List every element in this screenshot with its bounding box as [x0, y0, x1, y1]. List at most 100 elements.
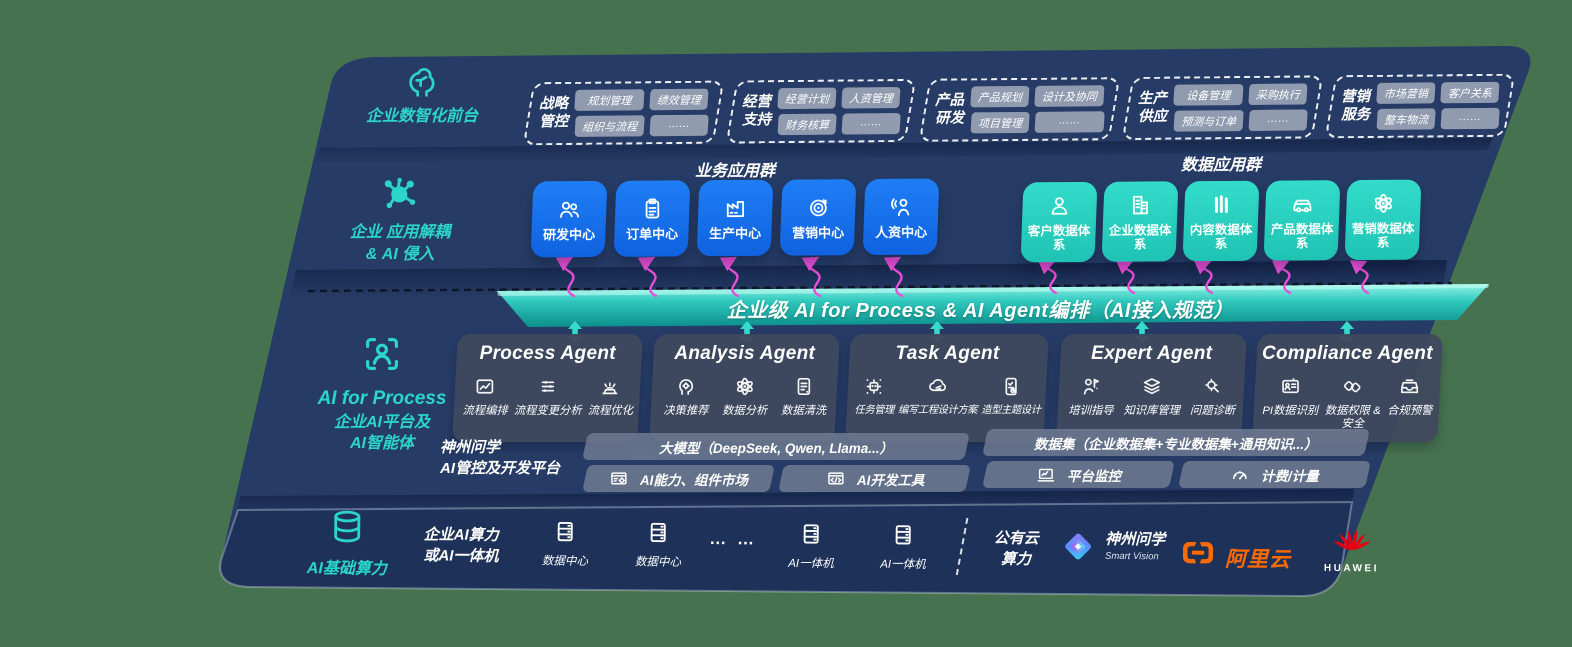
- agent-capability-label: 数据分析: [721, 405, 768, 417]
- front-domain-groups: 战略 管控 规划管理 绩效管理 组织与流程…… 经营 支持 经营计划 人资管理 财务核算…… 产…: [522, 73, 1516, 146]
- agent-capability-label: 数据清洗: [780, 405, 826, 417]
- vendor-name: HUAWEI: [1323, 562, 1379, 575]
- agent-capability-label: 流程变更分析: [513, 405, 582, 417]
- teach-icon: [1078, 374, 1103, 399]
- front-module-tag: 设备管理: [1172, 84, 1244, 106]
- app-box-label: 订单中心: [626, 226, 679, 242]
- agent-capability: PI数据识别: [1263, 374, 1318, 418]
- front-module-tag: ……: [1248, 109, 1308, 132]
- vendor-logo-阿里云: 阿里云: [1176, 537, 1291, 582]
- platform-bar: AI能力、组件市场: [582, 465, 775, 492]
- ellipsis-label: … …: [698, 529, 768, 550]
- agent-capability: 任务管理: [855, 374, 894, 417]
- infra-node-label: AI一体机: [788, 557, 834, 571]
- agent-title: Expert Agent: [1090, 343, 1212, 364]
- app-box: 企业数据体系: [1101, 181, 1179, 262]
- ai-band-subtitle: 企业AI平台及 AI智能体: [333, 414, 430, 452]
- front-domain-label: 经营 支持: [742, 94, 772, 128]
- platform-bar-label: AI开发工具: [856, 472, 924, 488]
- agent-capability: 造型主题设计: [982, 374, 1041, 417]
- agent-capability: 编写工程设计方案: [898, 374, 978, 417]
- front-domain-label: 生产 供应: [1137, 90, 1167, 125]
- ai-band-label: AI for Process 企业AI平台及 AI智能体: [292, 330, 472, 455]
- agent-card: Compliance Agent PI数据识别 数据权限 & 安全 合规预警: [1252, 334, 1443, 442]
- vendor-logo-HUAWEI: HUAWEI: [1323, 521, 1380, 575]
- agent-capability-label: 数据权限 & 安全: [1325, 405, 1381, 430]
- orchestration-bar: [497, 284, 1489, 327]
- infra-node: AI一体机: [868, 521, 938, 573]
- platform-bar-label: 平台监控: [1067, 468, 1122, 484]
- app-box: 研发中心: [530, 180, 608, 258]
- front-domain-label: 产品 研发: [934, 92, 964, 127]
- vendor-name: 神州问学: [1105, 531, 1166, 549]
- app-box-label: 生产中心: [709, 225, 762, 241]
- app-box: 内容数据体系: [1182, 180, 1260, 262]
- head-idea-icon: [673, 374, 698, 399]
- front-module-tag: 财务核算: [777, 113, 838, 136]
- agent-title: Task Agent: [895, 343, 1000, 364]
- platform-bar: AI开发工具: [777, 465, 970, 492]
- infra-node-label: 数据中心: [541, 555, 588, 568]
- app-box-label: 研发中心: [543, 226, 596, 243]
- agent-card: Expert Agent 培训指导 知识库管理 问题诊断: [1055, 334, 1247, 442]
- server-icon: [797, 520, 825, 548]
- app-box-label: 营销中心: [792, 224, 845, 241]
- front-module-tag: 规划管理: [574, 89, 645, 111]
- link-lock-icon: [1341, 374, 1366, 399]
- app-box: 产品数据体系: [1263, 180, 1341, 261]
- database-icon: [326, 505, 368, 552]
- front-module-tag: 客户关系: [1440, 81, 1500, 104]
- ai-band-title: AI for Process: [317, 388, 447, 409]
- front-domain-label: 战略 管控: [538, 96, 569, 130]
- agent-capability: 培训指导: [1068, 374, 1113, 418]
- front-module-tag: ……: [649, 114, 709, 137]
- monitor-icon: [1035, 464, 1057, 486]
- pink-arrows: [555, 256, 1370, 298]
- machine-icon: [598, 374, 623, 399]
- business-app-row: 研发中心 订单中心 生产中心 营销中心 人资中心: [530, 178, 940, 258]
- agent-capability: 数据分析: [722, 374, 767, 418]
- app-box: 订单中心: [613, 180, 691, 257]
- flow-chart-icon: [473, 374, 498, 399]
- infra-node: AI一体机: [776, 520, 846, 572]
- tablet-check-icon: [999, 374, 1024, 399]
- public-cloud-label: 公有云 算力: [993, 529, 1039, 569]
- ai-compute-label: AI基础算力: [282, 505, 413, 579]
- atom-icon: [732, 374, 757, 399]
- agent-capability: 知识库管理: [1123, 374, 1180, 418]
- front-module-tag: 市场营销: [1376, 82, 1436, 104]
- user-icon: [1045, 192, 1072, 219]
- agent-card: Task Agent 任务管理 编写工程设计方案 造型主题设计: [845, 334, 1050, 442]
- gauge-icon: [1229, 464, 1251, 486]
- person-frame-icon: [358, 330, 406, 378]
- platform-label: 神州问学 AI管控及开发平台: [440, 439, 561, 477]
- agent-capability: 数据清洗: [781, 374, 826, 418]
- layers-icon: [1139, 374, 1164, 399]
- agent-capability: 流程编排: [462, 374, 508, 418]
- molecule-icon: [378, 172, 422, 216]
- infra-node: 数据中心: [530, 517, 600, 569]
- agent-capability: 决策推荐: [663, 374, 708, 418]
- front-module-tag: 产品规划: [969, 85, 1030, 108]
- dashed-line: [307, 281, 1453, 293]
- agent-capability-label: 问题诊断: [1189, 405, 1235, 417]
- front-domain-group: 战略 管控 规划管理 绩效管理 组织与流程……: [522, 80, 725, 146]
- server-icon: [644, 518, 672, 546]
- agent-card: Process Agent 流程编排 流程变更分析 流程优化: [452, 334, 643, 442]
- front-domain-group: 生产 供应 设备管理 采购执行 预测与订单……: [1121, 75, 1324, 141]
- platform-bar: 计费/计量: [1177, 461, 1370, 488]
- diagnose-icon: [1200, 374, 1225, 399]
- agent-capability-label: 决策推荐: [662, 405, 709, 417]
- orchestration-bar-title: 企业级 AI for Process & AI Agent编排（AI接入规范）: [726, 300, 1234, 322]
- app-box: 客户数据体系: [1020, 181, 1098, 263]
- platform-bar-label: 计费/计量: [1260, 468, 1319, 484]
- users-icon: [555, 196, 582, 223]
- front-domain-group: 营销 服务 市场营销 客户关系 整车物流……: [1324, 73, 1516, 139]
- infra-node-label: 数据中心: [634, 556, 681, 569]
- app-box-label: 人资中心: [875, 224, 928, 240]
- front-module-tag: 采购执行: [1247, 83, 1308, 106]
- front-band-label: 企业数智化前台: [352, 62, 492, 126]
- cloud-pen-icon: [926, 374, 951, 399]
- app-box-label: 客户数据体系: [1027, 223, 1091, 253]
